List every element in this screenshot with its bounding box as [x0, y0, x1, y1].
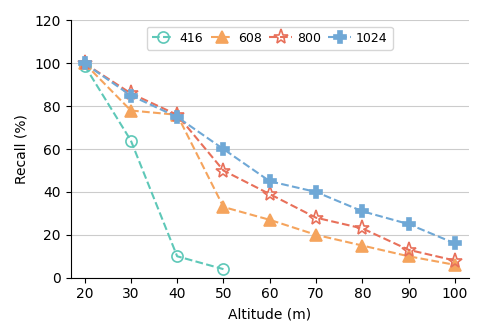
- 800: [174, 113, 180, 117]
- 608: [360, 244, 365, 248]
- Line: 1024: 1024: [79, 58, 461, 249]
- 1024: [174, 115, 180, 119]
- 416: [221, 267, 227, 271]
- 608: [128, 109, 134, 113]
- Line: 608: 608: [79, 58, 461, 270]
- 800: [221, 169, 227, 173]
- Line: 416: 416: [79, 60, 229, 275]
- 608: [267, 218, 272, 222]
- 608: [452, 263, 458, 267]
- 800: [360, 226, 365, 230]
- 800: [452, 259, 458, 263]
- 1024: [128, 93, 134, 97]
- 1024: [267, 179, 272, 183]
- Line: 800: 800: [77, 56, 463, 268]
- 1024: [313, 190, 319, 194]
- 1024: [452, 241, 458, 245]
- 608: [221, 205, 227, 209]
- 416: [174, 254, 180, 258]
- 1024: [221, 147, 227, 151]
- 1024: [82, 61, 88, 66]
- 800: [406, 248, 411, 252]
- Y-axis label: Recall (%): Recall (%): [15, 114, 29, 184]
- 800: [128, 91, 134, 95]
- 1024: [360, 209, 365, 213]
- 416: [82, 64, 88, 68]
- X-axis label: Altitude (m): Altitude (m): [228, 307, 311, 321]
- 800: [82, 61, 88, 66]
- 608: [82, 61, 88, 66]
- Legend: 416, 608, 800, 1024: 416, 608, 800, 1024: [147, 27, 393, 50]
- 608: [406, 254, 411, 258]
- 608: [174, 113, 180, 117]
- 1024: [406, 222, 411, 226]
- 800: [267, 192, 272, 196]
- 608: [313, 233, 319, 237]
- 416: [128, 138, 134, 142]
- 800: [313, 216, 319, 220]
